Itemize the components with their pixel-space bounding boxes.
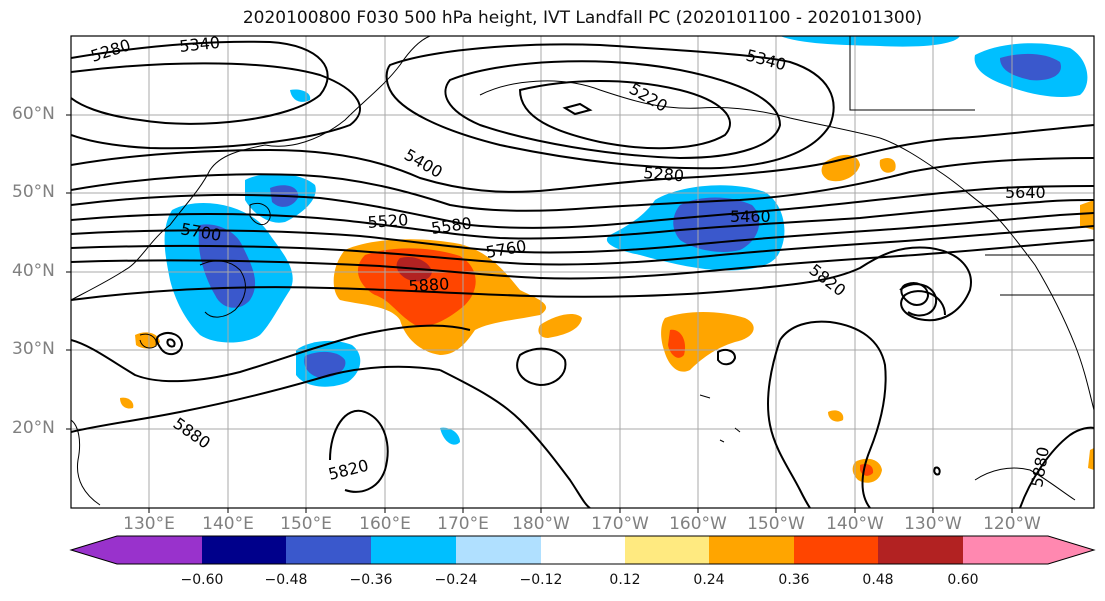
- colorbar-tick-label: −0.12: [519, 572, 563, 588]
- contour-label: 5640: [1005, 183, 1046, 202]
- colorbar-segment: [71, 536, 202, 564]
- colorbar-segment: [371, 536, 456, 564]
- contour-label: 5460: [730, 207, 771, 226]
- colorbar-segment: [541, 536, 625, 564]
- lon-label-140e: 140°E: [202, 514, 254, 534]
- lon-label-130w: 130°W: [904, 514, 962, 534]
- colorbar-segment: [709, 536, 794, 564]
- lon-label-150e: 150°E: [280, 514, 332, 534]
- axis-ticks: [66, 114, 1013, 513]
- lon-label-170e: 170°E: [437, 514, 489, 534]
- lat-label-20n: 20°N: [12, 418, 55, 438]
- colorbar-tick-label: 0.48: [862, 572, 894, 588]
- colorbar-segment: [286, 536, 371, 564]
- contour-label: 5340: [178, 33, 220, 56]
- colorbar-tick-label: −0.60: [180, 572, 224, 588]
- colorbar: [69, 535, 1096, 565]
- lon-label-140w: 140°W: [826, 514, 884, 534]
- colorbar-segment: [625, 536, 709, 564]
- colorbar-segment: [456, 536, 541, 564]
- colorbar-outline: [69, 535, 1096, 565]
- colorbar-tick-label: 0.60: [947, 572, 979, 588]
- graticule: [71, 36, 1094, 508]
- lon-label-120w: 120°W: [983, 514, 1041, 534]
- contour-label: 5400: [401, 145, 446, 182]
- colorbar-segment: [878, 536, 963, 564]
- contour-label: 5760: [484, 236, 527, 262]
- colorbar-tick-label: −0.48: [264, 572, 308, 588]
- contour-label: 5340: [744, 46, 788, 75]
- colorbar-segment: [202, 536, 286, 564]
- lat-label-40n: 40°N: [12, 261, 55, 281]
- lon-label-160e: 160°E: [359, 514, 411, 534]
- colorbar-tick-label: −0.24: [434, 572, 478, 588]
- contour-label: 5280: [88, 35, 133, 66]
- colorbar-tick-label: 0.36: [778, 572, 810, 588]
- colorbar-segment: [794, 536, 878, 564]
- lat-label-50n: 50°N: [12, 182, 55, 202]
- contour-label: 5280: [643, 163, 685, 185]
- height-contours: [71, 40, 1094, 508]
- lon-label-130e: 130°E: [123, 514, 175, 534]
- colorbar-tick-label: 0.24: [693, 572, 725, 588]
- lat-label-30n: 30°N: [12, 339, 55, 359]
- ivt-shading: [120, 36, 1094, 483]
- lon-label-170w: 170°W: [591, 514, 649, 534]
- colorbar-segment: [963, 536, 1094, 564]
- map-frame: [70, 35, 1095, 509]
- map-title: 2020100800 F030 500 hPa height, IVT Land…: [242, 8, 923, 28]
- contour-label: 5820: [806, 260, 850, 300]
- colorbar-tick-label: −0.36: [349, 572, 393, 588]
- lat-label-60n: 60°N: [12, 104, 55, 124]
- contour-label: 5820: [326, 456, 370, 484]
- colorbar-tick-label: 0.12: [609, 572, 641, 588]
- lon-label-180w: 180°W: [512, 514, 570, 534]
- contour-label: 5520: [367, 210, 409, 232]
- lon-label-160w: 160°W: [669, 514, 727, 534]
- contour-label: 5880: [408, 274, 450, 296]
- contour-label: 5880: [170, 414, 214, 453]
- lon-label-150w: 150°W: [747, 514, 805, 534]
